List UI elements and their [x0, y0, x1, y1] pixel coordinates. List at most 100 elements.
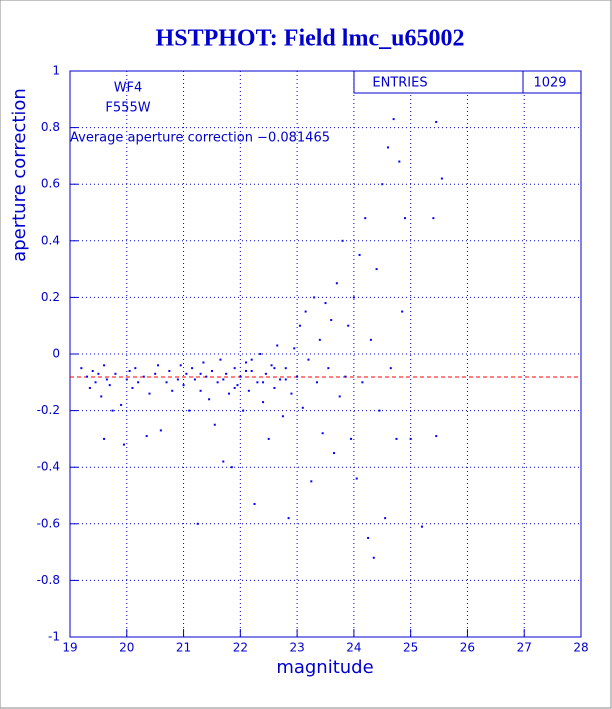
- point: [381, 183, 384, 186]
- point: [171, 389, 174, 392]
- point: [159, 429, 162, 432]
- point: [176, 378, 179, 381]
- point: [267, 437, 270, 440]
- point: [256, 381, 259, 384]
- point: [245, 361, 248, 364]
- point: [253, 502, 256, 505]
- point: [233, 386, 236, 389]
- point: [103, 437, 106, 440]
- point: [125, 378, 128, 381]
- point: [310, 480, 313, 483]
- point: [262, 401, 265, 404]
- point: [350, 437, 353, 440]
- point: [279, 378, 282, 381]
- point: [120, 403, 123, 406]
- point: [247, 389, 250, 392]
- point: [293, 347, 296, 350]
- point: [154, 372, 157, 375]
- point: [287, 517, 290, 520]
- point: [97, 372, 100, 375]
- point: [134, 367, 137, 370]
- point: [296, 375, 299, 378]
- point: [88, 386, 91, 389]
- point: [392, 118, 395, 121]
- point: [128, 369, 131, 372]
- point: [341, 239, 344, 242]
- point: [239, 375, 242, 378]
- point: [352, 296, 355, 299]
- point: [284, 367, 287, 370]
- x-tick-label: 24: [346, 641, 361, 655]
- point: [281, 415, 284, 418]
- point: [233, 367, 236, 370]
- point: [168, 369, 171, 372]
- point: [250, 369, 253, 372]
- point: [216, 381, 219, 384]
- annotation: WF4: [114, 81, 143, 96]
- y-tick-label: 1: [52, 64, 60, 78]
- point: [199, 389, 202, 392]
- x-tick-label: 28: [573, 641, 588, 655]
- point: [114, 372, 117, 375]
- point: [145, 435, 148, 438]
- point: [389, 367, 392, 370]
- point: [364, 217, 367, 220]
- point: [94, 381, 97, 384]
- point: [86, 375, 89, 378]
- point: [210, 369, 213, 372]
- y-tick-label: -0.6: [37, 516, 60, 530]
- point: [225, 372, 228, 375]
- y-tick-label: -0.8: [37, 573, 60, 587]
- point: [105, 378, 108, 381]
- stats-box: [353, 70, 582, 94]
- y-axis-label: aperture correction: [9, 88, 30, 262]
- point: [361, 381, 364, 384]
- point: [330, 319, 333, 322]
- stats-label: ENTRIES: [372, 76, 427, 91]
- point: [188, 409, 191, 412]
- annotation: F555W: [105, 101, 150, 116]
- point: [222, 460, 225, 463]
- point: [273, 386, 276, 389]
- point: [185, 372, 188, 375]
- point: [307, 358, 310, 361]
- point: [250, 358, 253, 361]
- point: [327, 367, 330, 370]
- point: [205, 375, 208, 378]
- point: [227, 392, 230, 395]
- point: [80, 367, 83, 370]
- point: [315, 381, 318, 384]
- point: [344, 375, 347, 378]
- point: [242, 409, 245, 412]
- point: [372, 556, 375, 559]
- point: [103, 364, 106, 367]
- point: [202, 361, 205, 364]
- point: [358, 253, 361, 256]
- point: [276, 344, 279, 347]
- x-tick-label: 27: [517, 641, 532, 655]
- y-tick-label: -0.2: [37, 403, 60, 417]
- point: [375, 268, 378, 271]
- x-tick-label: 25: [403, 641, 418, 655]
- point: [157, 364, 160, 367]
- point: [401, 310, 404, 313]
- point: [284, 378, 287, 381]
- y-tick-label: -0.4: [37, 460, 60, 474]
- y-tick-label: 0.2: [41, 290, 60, 304]
- point: [179, 364, 182, 367]
- point: [301, 406, 304, 409]
- point: [270, 364, 273, 367]
- point: [421, 525, 424, 528]
- x-tick-label: 20: [119, 641, 134, 655]
- y-tick-label: 0.4: [41, 233, 60, 247]
- point: [313, 296, 316, 299]
- point: [321, 432, 324, 435]
- point: [165, 381, 168, 384]
- point: [395, 437, 398, 440]
- point: [398, 160, 401, 163]
- point: [324, 302, 327, 305]
- point: [219, 358, 222, 361]
- x-tick-label: 26: [460, 641, 475, 655]
